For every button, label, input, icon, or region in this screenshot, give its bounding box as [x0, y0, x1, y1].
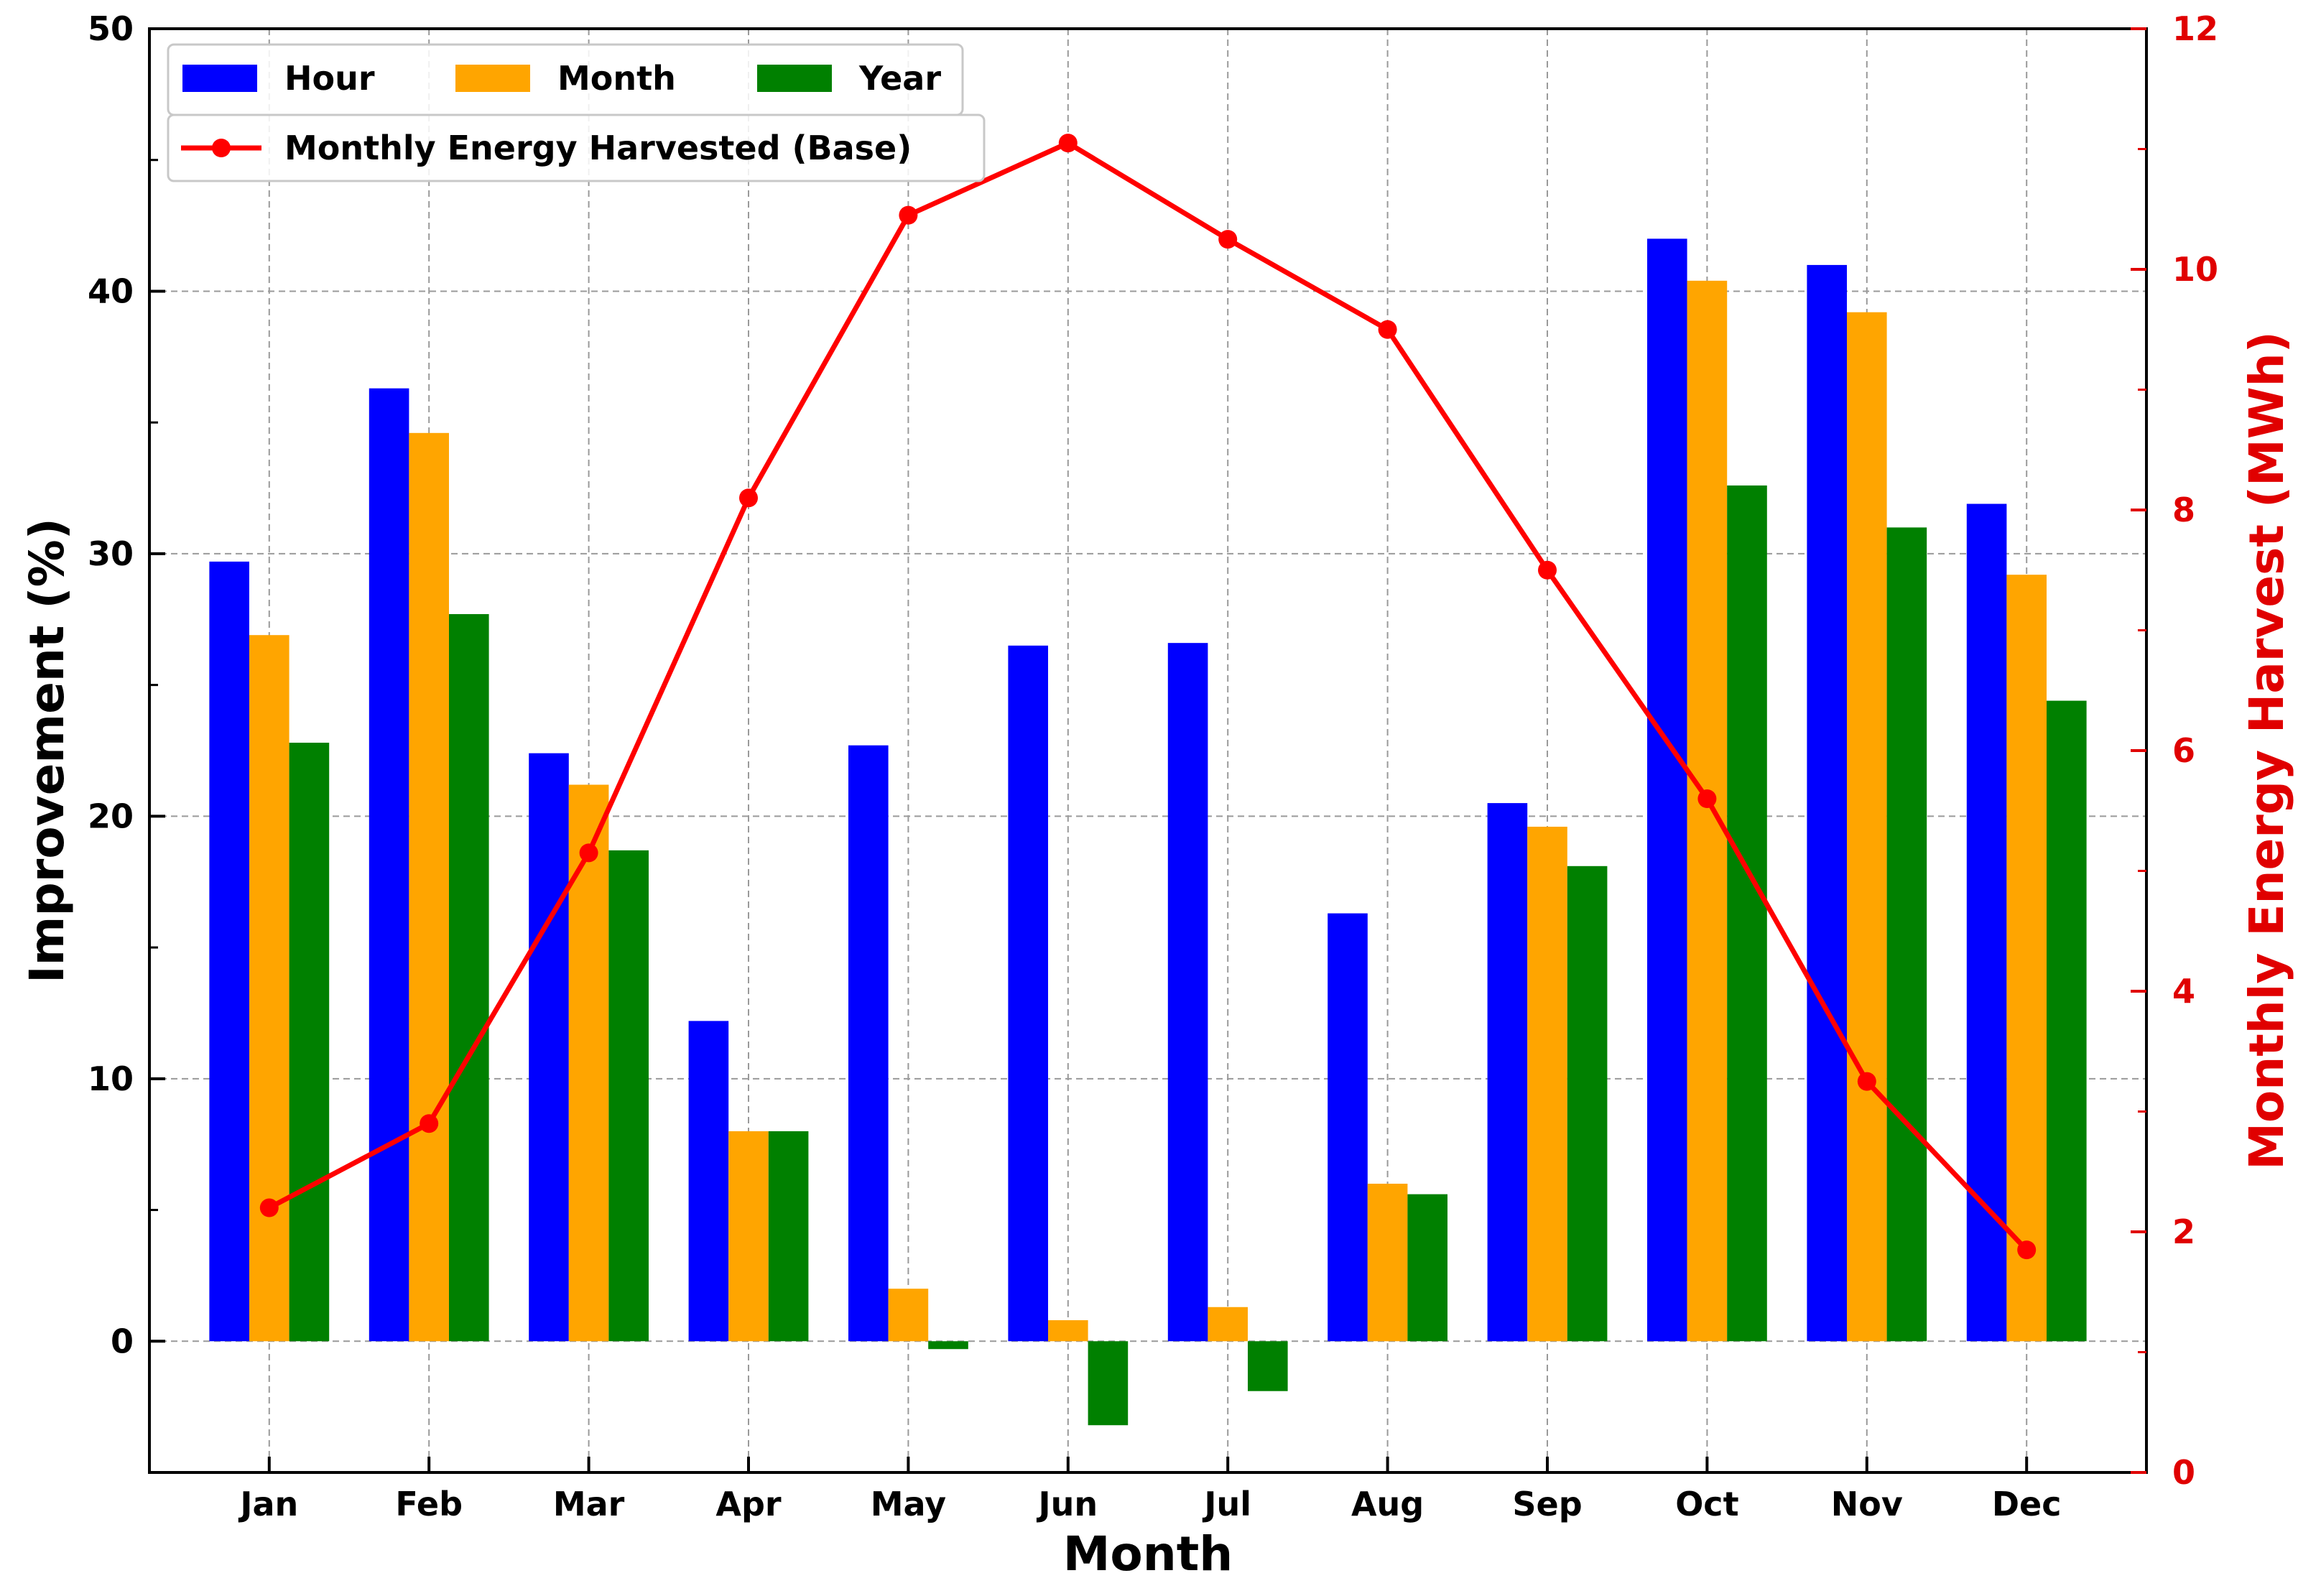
energy-point-jan [259, 1198, 279, 1217]
bar-hour-jun [1008, 645, 1048, 1342]
bar-hour-mar [529, 753, 569, 1342]
bar-month-jan [249, 635, 289, 1342]
legend-line-marker [212, 139, 231, 157]
bar-month-feb [409, 432, 449, 1342]
bar-month-aug [1367, 1184, 1408, 1342]
legend-swatch-hour [182, 65, 257, 92]
energy-point-jul [1218, 230, 1238, 249]
legend-swatch-month [455, 65, 530, 92]
bar-year-jan [289, 743, 330, 1342]
bar-hour-may [848, 745, 889, 1342]
bar-hour-sep [1487, 803, 1528, 1342]
y2-tick-label: 6 [2172, 731, 2195, 770]
x-tick-label: Mar [553, 1485, 625, 1523]
x-tick-label: Dec [1992, 1485, 2062, 1523]
bar-hour-jan [209, 561, 249, 1342]
x-tick-label: Jan [238, 1485, 298, 1523]
bar-year-dec [2047, 700, 2087, 1342]
bar-year-jul [1248, 1341, 1288, 1391]
bar-month-may [888, 1289, 929, 1342]
energy-point-sep [1538, 560, 1557, 580]
bar-hour-aug [1328, 913, 1368, 1342]
energy-point-nov [1857, 1072, 1876, 1091]
bar-hour-oct [1647, 238, 1687, 1342]
energy-point-dec [2017, 1240, 2037, 1260]
y-tick-label: 40 [88, 272, 134, 310]
bar-hour-jul [1167, 643, 1208, 1342]
y2-axis-title: Monthly Energy Harvest (MWh) [2239, 331, 2294, 1170]
y-axis-title: Improvement (%) [19, 518, 75, 983]
legend-label-hour: Hour [284, 59, 375, 98]
energy-line [268, 140, 2029, 1252]
legend-label-energy: Monthly Energy Harvested (Base) [284, 129, 912, 167]
x-tick-label: May [871, 1485, 946, 1523]
bar-hour-apr [688, 1021, 729, 1342]
y-tick-label: 50 [88, 9, 134, 48]
energy-point-apr [739, 488, 758, 508]
bar-year-mar [608, 850, 649, 1342]
y2-tick-label: 10 [2172, 250, 2218, 289]
axes: 0 10 20 30 40 50 0 2 4 6 8 10 12 Jan Feb Mar Apr May Jun Ju… [19, 9, 2294, 1582]
bars [209, 238, 2087, 1426]
bar-month-apr [728, 1131, 769, 1342]
bar-year-oct [1727, 485, 1767, 1342]
energy-point-mar [579, 843, 598, 863]
x-tick-label: Aug [1351, 1485, 1424, 1523]
legend-swatch-year [757, 65, 832, 92]
y-tick-label: 10 [88, 1059, 134, 1098]
bar-month-jun [1048, 1320, 1088, 1342]
x-tick-label: Sep [1512, 1485, 1582, 1523]
bar-year-may [928, 1341, 968, 1350]
x-tick-label: Oct [1675, 1485, 1738, 1523]
y2-tick-label: 4 [2172, 972, 2195, 1011]
legend-label-year: Year [858, 59, 941, 98]
x-tick-label: Jun [1036, 1485, 1098, 1523]
legend-label-month: Month [557, 59, 676, 98]
bar-hour-feb [369, 388, 409, 1342]
bar-year-feb [449, 613, 489, 1342]
y-tick-label: 0 [111, 1322, 134, 1360]
x-tick-label: Nov [1831, 1485, 1903, 1523]
y2-tick-label: 8 [2172, 491, 2195, 529]
bar-month-dec [2006, 575, 2047, 1342]
bar-year-nov [1886, 527, 1927, 1342]
bar-hour-nov [1807, 264, 1847, 1342]
bar-month-mar [568, 784, 609, 1342]
bar-year-sep [1567, 866, 1608, 1342]
bar-year-aug [1407, 1194, 1447, 1342]
x-tick-label: Apr [715, 1485, 782, 1523]
y-tick-label: 20 [88, 797, 134, 835]
bar-year-jun [1088, 1341, 1129, 1426]
energy-point-feb [420, 1114, 439, 1133]
legend-box-line [167, 113, 986, 182]
bar-month-nov [1847, 312, 1887, 1342]
y2-tick-label: 0 [2172, 1453, 2195, 1492]
legend: Hour Month Year Monthly Energy Harvested (B… [167, 43, 986, 182]
x-tick-label: Feb [395, 1485, 463, 1523]
energy-point-jun [1058, 134, 1078, 153]
bar-month-jul [1208, 1307, 1248, 1342]
bar-month-sep [1527, 826, 1567, 1342]
line-series [259, 134, 2037, 1260]
y2-tick-label: 2 [2172, 1212, 2195, 1251]
x-axis-title: Month [1063, 1526, 1233, 1582]
bar-year-apr [768, 1131, 809, 1342]
bar-hour-dec [1966, 504, 2007, 1342]
energy-point-aug [1378, 320, 1397, 339]
energy-point-may [899, 205, 918, 225]
x-tick-label: Jul [1202, 1485, 1251, 1523]
bar-month-oct [1687, 280, 1728, 1342]
y2-tick-label: 12 [2172, 9, 2218, 48]
y-tick-label: 30 [88, 534, 134, 573]
energy-point-oct [1697, 789, 1717, 808]
